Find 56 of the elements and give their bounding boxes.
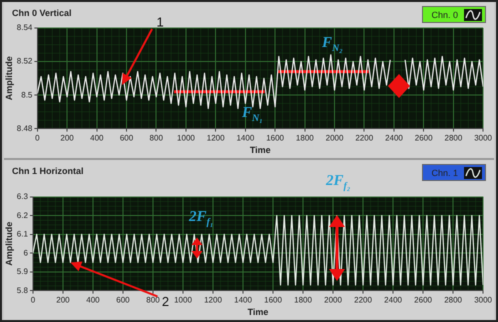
x-tick-label: 1200	[204, 296, 222, 305]
y-tick-label: 6	[23, 248, 28, 258]
x-tick-label: 400	[86, 296, 100, 305]
x-tick-label: 2200	[354, 296, 373, 305]
chart-title: Chn 0 Vertical	[12, 8, 72, 18]
x-axis-title: Time	[248, 307, 268, 318]
x-axis-title: Time	[250, 145, 271, 156]
x-tick-label: 200	[60, 134, 74, 143]
x-tick-label: 2200	[355, 134, 374, 143]
x-tick-label: 3000	[474, 134, 493, 143]
x-tick-label: 400	[90, 134, 104, 143]
x-tick-label: 1400	[236, 134, 255, 143]
x-tick-label: 2000	[324, 296, 342, 305]
x-tick-label: 2000	[326, 134, 344, 143]
y-axis-title: Amplitude	[4, 56, 14, 100]
y-tick-label: 5.9	[16, 267, 28, 276]
annotation: 2	[162, 294, 170, 310]
annotation: F$_{N₂}$	[322, 35, 343, 54]
x-tick-label: 600	[116, 296, 130, 305]
chart-title: Chn 1 Horizontal	[12, 166, 84, 176]
x-tick-label: 1400	[234, 296, 252, 305]
x-tick-label: 1000	[177, 134, 196, 143]
x-tick-label: 1600	[264, 296, 282, 305]
x-tick-label: 2600	[414, 296, 433, 305]
y-axis-title: Amplitude	[4, 222, 14, 266]
y-tick-label: 8.48	[16, 124, 33, 133]
x-tick-label: 200	[56, 296, 70, 305]
x-tick-label: 2800	[444, 134, 463, 143]
y-tick-label: 8.5	[21, 90, 33, 100]
x-tick-label: 600	[120, 134, 134, 143]
x-tick-label: 2400	[385, 134, 404, 143]
x-tick-label: 800	[146, 296, 160, 305]
legend-label: Chn. 1	[431, 168, 458, 178]
y-tick-label: 8.52	[16, 56, 33, 66]
y-tick-label: 5.8	[16, 286, 28, 295]
x-tick-label: 1800	[296, 134, 314, 143]
x-tick-label: 1200	[206, 134, 226, 143]
y-tick-label: 6.2	[16, 210, 28, 220]
x-tick-label: 2800	[444, 296, 463, 305]
y-tick-label: 8.54	[16, 23, 33, 32]
x-tick-label: 3000	[474, 296, 493, 305]
y-tick-label: 6.3	[16, 192, 28, 202]
x-tick-label: 1000	[174, 296, 192, 305]
annotation: F$_{N₁}$	[242, 105, 263, 124]
x-tick-label: 0	[35, 134, 40, 143]
annotation: 1	[156, 14, 164, 30]
x-tick-label: 2400	[384, 296, 403, 305]
x-tick-label: 800	[150, 134, 164, 143]
x-tick-label: 2600	[414, 134, 434, 143]
legend-label: Chn. 0	[431, 10, 458, 20]
text: 2F$_{f₂}$	[326, 173, 350, 192]
x-tick-label: 1600	[266, 134, 285, 143]
y-tick-label: 6.1	[16, 230, 28, 239]
x-tick-label: 0	[30, 296, 36, 305]
x-tick-label: 1800	[294, 296, 312, 305]
annotation: 2F$_{f₁}$	[189, 209, 214, 228]
